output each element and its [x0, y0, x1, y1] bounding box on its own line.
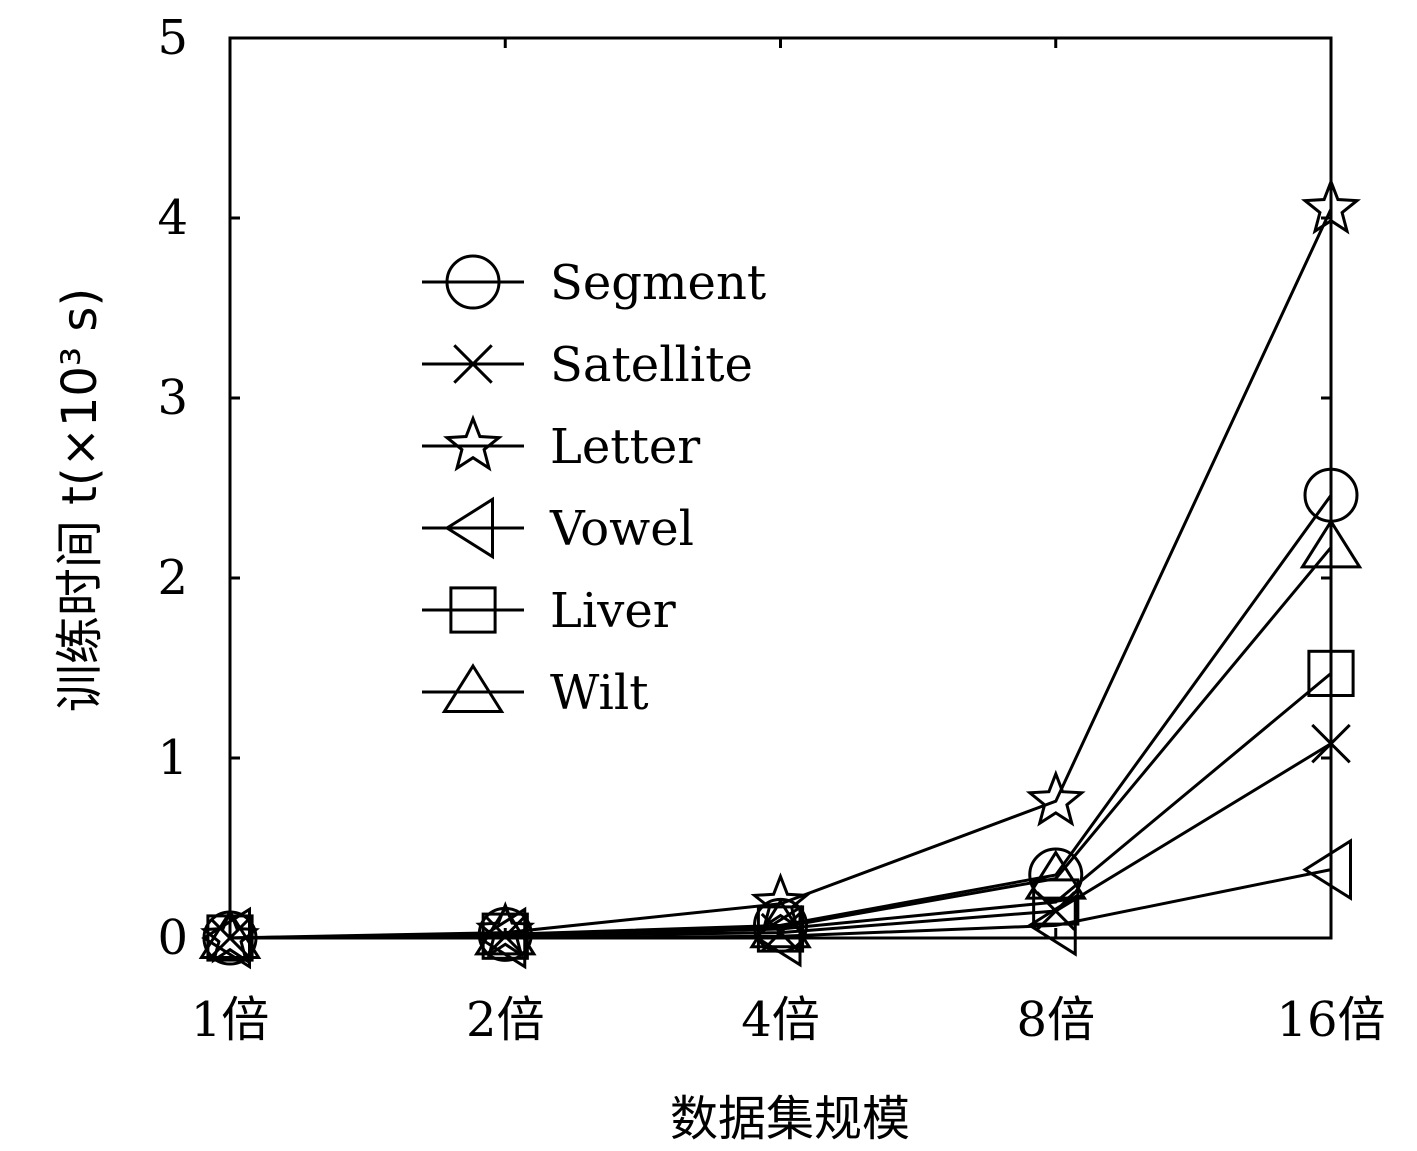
series-satellite: [210, 723, 1351, 958]
y-tick-label: 2: [157, 550, 188, 606]
legend-item-vowel: Vowel: [422, 496, 694, 560]
axis-ticks: 0 1 2 3 4 5 1倍 2倍 4倍 8倍 16倍: [157, 10, 1385, 1048]
legend-label-segment: Segment: [550, 255, 766, 311]
data-point-liver: [1307, 649, 1355, 697]
legend: Segment Satellite Letter Vowel Liver Wilt: [422, 254, 766, 721]
legend-label-letter: Letter: [550, 419, 700, 475]
legend-item-letter: Letter: [422, 414, 700, 475]
legend-marker-letter: [443, 414, 503, 472]
x-axis-title: 数据集规模: [670, 1091, 910, 1147]
series-letter: [200, 177, 1361, 964]
data-point-wilt: [473, 905, 537, 956]
x-tick-label: 8倍: [1016, 992, 1095, 1048]
data-point-letter: [1025, 769, 1086, 827]
x-tick-label: 1倍: [191, 992, 270, 1048]
y-tick-label: 1: [157, 730, 188, 786]
data-point-wilt: [1299, 518, 1363, 569]
plot-frame: [228, 36, 1333, 940]
data-point-wilt: [198, 909, 262, 959]
data-point-letter: [1301, 177, 1361, 235]
legend-label-liver: Liver: [550, 583, 676, 639]
data-point-wilt: [1024, 849, 1088, 900]
legend-label-satellite: Satellite: [550, 337, 753, 393]
y-tick-label: 3: [157, 370, 188, 426]
legend-label-wilt: Wilt: [550, 665, 648, 721]
series-segment: [202, 467, 1359, 966]
series-wilt: [198, 518, 1363, 959]
legend-marker-vowel: [444, 496, 494, 560]
series-line-satellite: [229, 742, 1332, 940]
legend-marker-liver: [449, 586, 497, 634]
x-tick-label: 4倍: [741, 992, 820, 1048]
x-tick-label: 16倍: [1276, 992, 1385, 1048]
series-line-wilt: [229, 546, 1333, 940]
data-point-letter: [750, 872, 811, 930]
data-point-vowel: [1302, 838, 1352, 901]
y-tick-label: 0: [157, 910, 188, 966]
legend-label-vowel: Vowel: [549, 501, 694, 557]
data-point-wilt: [749, 898, 812, 949]
data-point-liver: [481, 912, 529, 960]
legend-marker-wilt: [441, 663, 505, 713]
y-tick-label: 5: [157, 10, 188, 66]
legend-marker-satellite: [453, 344, 493, 384]
y-tick-label: 4: [157, 190, 188, 246]
series-group: [198, 177, 1363, 970]
legend-marker-segment: [445, 254, 501, 310]
legend-item-wilt: Wilt: [422, 663, 648, 721]
x-tick-label: 2倍: [466, 992, 545, 1048]
y-axis-title: 训练时间 t(×10³ s): [52, 288, 108, 712]
legend-item-liver: Liver: [422, 583, 676, 639]
legend-item-segment: Segment: [422, 254, 766, 311]
series-line-letter: [229, 208, 1333, 940]
legend-item-satellite: Satellite: [422, 337, 753, 393]
data-point-satellite: [1311, 723, 1351, 764]
